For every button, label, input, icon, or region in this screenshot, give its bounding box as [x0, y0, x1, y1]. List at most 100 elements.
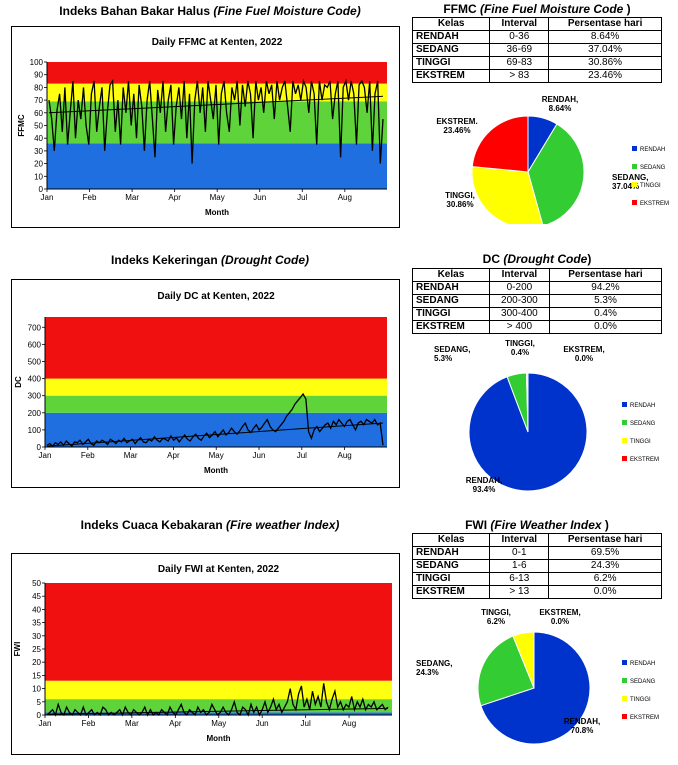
- pie-label-ekstrem: EKSTREM,: [563, 345, 604, 354]
- series-line-ffmc: [48, 78, 384, 164]
- band-ekstrem: [45, 317, 387, 379]
- x-tick-label: Apr: [168, 193, 181, 202]
- ffmc-table-title-plain: FFMC: [443, 2, 480, 16]
- table-cell-kelas: SEDANG: [411, 43, 491, 57]
- x-tick-label: Mar: [124, 451, 138, 460]
- dc-class-table: Kelas Interval Persentase hari RENDAH 0-2…: [412, 268, 663, 334]
- legend-swatch-sedang: [622, 678, 627, 683]
- table-row: EKSTREM > 400 0.0%: [412, 320, 663, 334]
- fwi-class-table: Kelas Interval Persentase hari RENDAH 0-1…: [411, 533, 662, 599]
- table-cell-interval: 6-13: [489, 572, 550, 586]
- legend-swatch-ekstrem: [632, 200, 637, 205]
- table-cell-interval: > 13: [489, 585, 550, 599]
- table-cell-persentase: 69.5%: [548, 546, 662, 560]
- x-tick-label: Jul: [297, 193, 307, 202]
- x-tick-label: Jun: [253, 193, 266, 202]
- table-cell-kelas: TINGGI: [412, 307, 490, 321]
- x-tick-label: Feb: [81, 451, 95, 460]
- pie-label-rendah: RENDAH,: [542, 95, 578, 104]
- table-cell-kelas: RENDAH: [411, 30, 491, 44]
- table-cell-interval: 300-400: [488, 307, 550, 321]
- fwi-title-plain: Indeks Cuaca Kebakaran: [80, 518, 227, 532]
- pie-percent-sedang: 37.04%: [612, 182, 639, 191]
- dc-title-italic: (Drought Code): [221, 253, 310, 267]
- fwi-line-chart: Daily FWI at Kenten, 2022 0 5 10 15 20 25 30 35 4…: [11, 553, 400, 755]
- y-axis-label: DC: [14, 376, 23, 388]
- ffmc-section-title: Indeks Bahan Bakar Halus (Fine Fuel Mois…: [40, 4, 380, 18]
- ffmc-title-italic: (Fine Fuel Moisture Code): [213, 4, 361, 18]
- y-tick-label: 5: [37, 698, 42, 707]
- x-tick-label: Mar: [125, 719, 139, 728]
- band-ekstrem: [45, 583, 392, 681]
- table-cell-kelas: EKSTREM: [411, 585, 491, 599]
- ffmc-table-title: FFMC (Fine Fuel Moisture Code ): [412, 2, 662, 16]
- legend-label-ekstrem: EKSTREM: [630, 715, 659, 721]
- dc-section-title: Indeks Kekeringan (Drought Code): [40, 253, 380, 267]
- band-tinggi: [45, 378, 387, 396]
- x-tick-label: May: [211, 719, 226, 728]
- table-header-persentase: Persentase hari: [548, 17, 662, 31]
- fwi-section-title: Indeks Cuaca Kebakaran (Fire weather Ind…: [40, 518, 380, 532]
- table-header-persentase: Persentase hari: [548, 533, 662, 547]
- trend-line: [46, 707, 389, 715]
- y-axis-label: FFMC: [17, 114, 26, 136]
- y-tick-label: 25: [32, 645, 41, 654]
- table-cell-persentase: 0.4%: [548, 307, 663, 321]
- pie-percent-tinggi: 0.4%: [511, 348, 529, 357]
- pie-label-sedang: SEDANG,: [416, 659, 452, 668]
- table-row: EKSTREM > 13 0.0%: [411, 585, 662, 599]
- series-line-fwi: [46, 683, 389, 717]
- table-row: EKSTREM > 83 23.46%: [411, 69, 662, 83]
- table-header-interval: Interval: [489, 17, 550, 31]
- table-cell-persentase: 94.2%: [548, 281, 663, 295]
- table-row: SEDANG 36-69 37.04%: [411, 43, 662, 57]
- pie-percent-sedang: 5.3%: [434, 354, 452, 363]
- dc-table-title-end: ): [587, 252, 592, 266]
- table-cell-persentase: 8.64%: [548, 30, 662, 44]
- table-cell-kelas: TINGGI: [411, 572, 491, 586]
- table-header-row: Kelas Interval Persentase hari: [412, 268, 663, 282]
- y-tick-label: 70: [34, 96, 43, 105]
- x-tick-label: May: [210, 193, 225, 202]
- pie-label-ekstrem: EKSTREM.: [436, 117, 477, 126]
- y-tick-label: 30: [34, 147, 43, 156]
- x-tick-label: Aug: [338, 451, 352, 460]
- legend-swatch-tinggi: [632, 182, 637, 187]
- table-cell-interval: 0-1: [489, 546, 550, 560]
- table-header-interval: Interval: [489, 533, 550, 547]
- pie-percent-rendah: 93.4%: [473, 485, 496, 494]
- y-tick-label: 20: [32, 658, 41, 667]
- table-cell-persentase: 0.0%: [548, 585, 662, 599]
- legend-swatch-rendah: [622, 402, 627, 407]
- band-tinggi: [45, 680, 392, 700]
- pie-percent-rendah: 70.8%: [571, 726, 594, 735]
- y-tick-label: 35: [32, 619, 41, 628]
- chart-title: Daily FWI at Kenten, 2022: [158, 564, 280, 575]
- y-tick-label: 20: [34, 160, 43, 169]
- y-tick-label: 0: [37, 443, 42, 452]
- table-cell-kelas: SEDANG: [411, 559, 491, 573]
- legend-label-ekstrem: EKSTREM: [630, 457, 659, 463]
- series-line-dc: [46, 392, 384, 448]
- ffmc-line-svg: Daily FFMC at Kenten, 2022 0 10 20 30 40 50 60 7…: [17, 37, 387, 217]
- x-tick-label: Jul: [297, 451, 307, 460]
- legend-label-sedang: SEDANG: [640, 165, 666, 171]
- y-tick-label: 0: [39, 185, 44, 194]
- y-tick-label: 100: [30, 58, 44, 67]
- y-tick-label: 600: [28, 340, 42, 349]
- pie-label-sedang: SEDANG,: [434, 345, 470, 354]
- ffmc-pie-chart: RENDAH, 8.64% SEDANG, 37.04% TINGGI, 30.86% EK…: [412, 88, 674, 229]
- pie-percent-ekstrem: 23.46%: [443, 126, 470, 135]
- pie-percent-sedang: 24.3%: [416, 668, 439, 677]
- table-cell-persentase: 6.2%: [548, 572, 662, 586]
- table-cell-kelas: EKSTREM: [412, 320, 490, 334]
- table-cell-persentase: 37.04%: [548, 43, 662, 57]
- y-tick-label: 400: [28, 375, 42, 384]
- legend-label-sedang: SEDANG: [630, 421, 656, 427]
- pie-label-rendah: RENDAH,: [564, 717, 600, 726]
- ffmc-line-chart: Daily FFMC at Kenten, 2022 0 10 20 30 40 50 60 7…: [11, 26, 400, 228]
- legend-swatch-tinggi: [622, 696, 627, 701]
- y-tick-label: 0: [37, 711, 42, 720]
- x-tick-label: Aug: [342, 719, 356, 728]
- ffmc-title-plain: Indeks Bahan Bakar Halus: [59, 4, 214, 18]
